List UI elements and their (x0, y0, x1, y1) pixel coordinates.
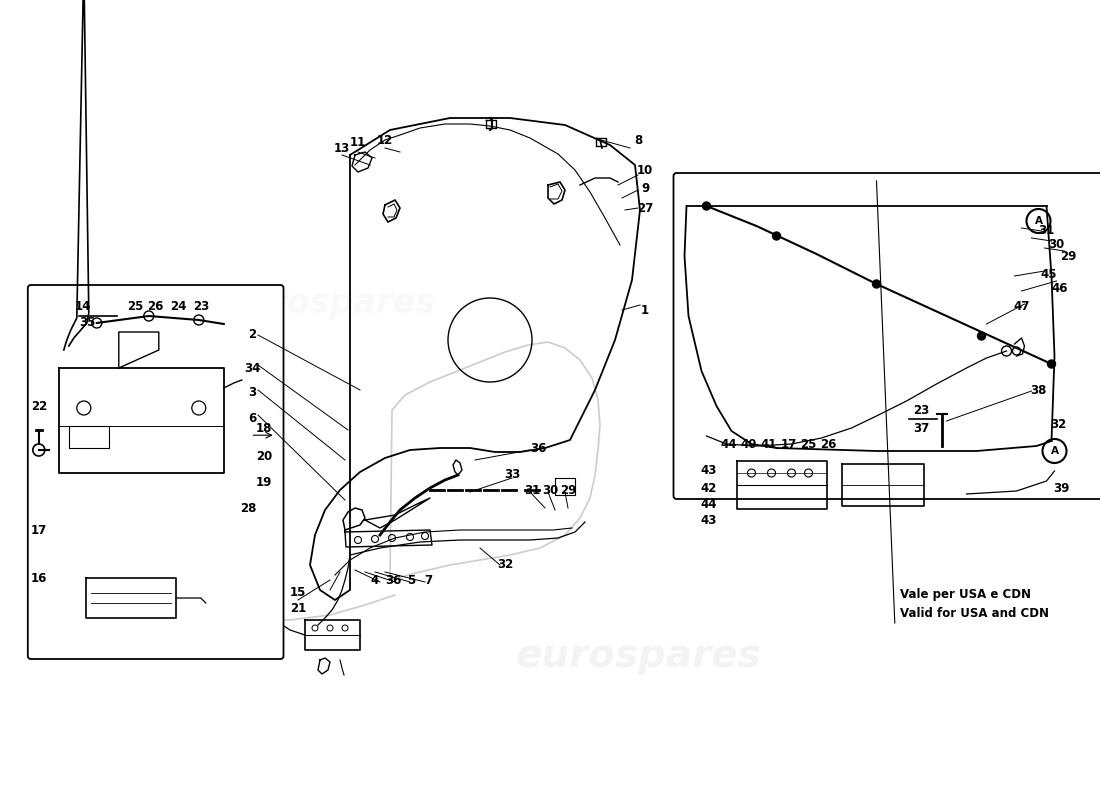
Text: 32: 32 (1050, 418, 1067, 430)
Text: 22: 22 (31, 399, 47, 413)
Text: 29: 29 (560, 483, 576, 497)
Text: 8: 8 (634, 134, 642, 146)
FancyBboxPatch shape (673, 173, 1100, 499)
Text: 34: 34 (244, 362, 261, 374)
Text: 30: 30 (542, 483, 558, 497)
Text: 40: 40 (740, 438, 757, 450)
Text: 44: 44 (701, 498, 717, 510)
Text: 46: 46 (1052, 282, 1068, 294)
Text: 42: 42 (701, 482, 717, 494)
Circle shape (1047, 360, 1056, 368)
Text: 25: 25 (801, 438, 816, 450)
Text: 23: 23 (913, 405, 930, 418)
Text: 43: 43 (701, 514, 717, 527)
Text: 33: 33 (504, 469, 520, 482)
Text: 17: 17 (780, 438, 796, 450)
Text: Vale per USA e CDN
Valid for USA and CDN: Vale per USA e CDN Valid for USA and CDN (900, 588, 1048, 620)
Text: eurospares: eurospares (686, 287, 898, 321)
Circle shape (703, 202, 711, 210)
Text: 2: 2 (248, 329, 256, 342)
Text: 7: 7 (424, 574, 432, 586)
Text: 29: 29 (1060, 250, 1077, 262)
Text: 26: 26 (821, 438, 837, 450)
Text: 32: 32 (497, 558, 513, 571)
Circle shape (772, 232, 781, 240)
Text: 10: 10 (637, 163, 653, 177)
Text: 37: 37 (913, 422, 930, 434)
Text: 31: 31 (524, 483, 540, 497)
FancyBboxPatch shape (28, 285, 284, 659)
Text: eurospares: eurospares (515, 637, 761, 675)
Text: 3: 3 (248, 386, 256, 398)
Text: 36: 36 (385, 574, 402, 586)
Text: 15: 15 (289, 586, 306, 598)
Text: 26: 26 (147, 299, 164, 313)
Text: 4: 4 (371, 574, 380, 586)
Text: 16: 16 (31, 571, 47, 585)
Text: 24: 24 (170, 299, 187, 313)
Text: 45: 45 (1041, 267, 1057, 281)
Text: 11: 11 (350, 137, 366, 150)
Text: 5: 5 (407, 574, 415, 586)
Text: 23: 23 (192, 299, 209, 313)
Text: 14: 14 (75, 299, 91, 313)
Text: 44: 44 (720, 438, 737, 450)
Circle shape (978, 332, 986, 340)
Text: 17: 17 (31, 523, 47, 537)
Text: 35: 35 (79, 315, 96, 329)
Text: A: A (1050, 446, 1058, 456)
Text: 30: 30 (1048, 238, 1065, 250)
Text: 20: 20 (256, 450, 273, 462)
Text: 13: 13 (334, 142, 350, 154)
Circle shape (872, 280, 880, 288)
Text: 36: 36 (530, 442, 547, 454)
Text: A: A (1034, 216, 1043, 226)
Text: 1: 1 (641, 303, 649, 317)
Text: 31: 31 (1038, 225, 1055, 238)
Text: 27: 27 (637, 202, 653, 214)
Text: 21: 21 (290, 602, 306, 614)
Text: 43: 43 (701, 465, 717, 478)
Text: 38: 38 (1031, 385, 1047, 398)
Text: 18: 18 (256, 422, 273, 434)
Text: 25: 25 (128, 299, 144, 313)
Text: 41: 41 (760, 438, 777, 450)
Text: 19: 19 (256, 477, 273, 490)
Text: 6: 6 (248, 411, 256, 425)
Text: 39: 39 (1054, 482, 1069, 494)
Text: 28: 28 (240, 502, 256, 514)
Text: 47: 47 (1013, 299, 1030, 313)
Text: 9: 9 (641, 182, 649, 194)
Text: 12: 12 (377, 134, 393, 146)
Text: eurospares: eurospares (224, 287, 436, 321)
